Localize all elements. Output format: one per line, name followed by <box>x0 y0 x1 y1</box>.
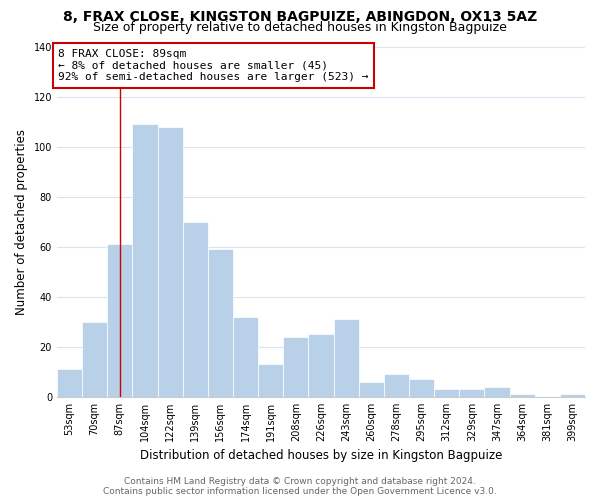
Bar <box>359 382 384 397</box>
Bar <box>560 394 585 397</box>
Bar <box>82 322 107 397</box>
Bar <box>409 380 434 397</box>
Y-axis label: Number of detached properties: Number of detached properties <box>15 128 28 314</box>
Bar <box>334 320 359 397</box>
Text: 8, FRAX CLOSE, KINGSTON BAGPUIZE, ABINGDON, OX13 5AZ: 8, FRAX CLOSE, KINGSTON BAGPUIZE, ABINGD… <box>63 10 537 24</box>
Bar <box>308 334 334 397</box>
Bar <box>384 374 409 397</box>
Bar <box>283 337 308 397</box>
Bar <box>459 390 484 397</box>
Bar <box>158 126 182 397</box>
Bar <box>434 390 459 397</box>
Bar <box>208 249 233 397</box>
Bar <box>258 364 283 397</box>
Bar <box>182 222 208 397</box>
Bar <box>509 394 535 397</box>
Bar <box>57 370 82 397</box>
Bar <box>107 244 133 397</box>
Text: Size of property relative to detached houses in Kingston Bagpuize: Size of property relative to detached ho… <box>93 22 507 35</box>
X-axis label: Distribution of detached houses by size in Kingston Bagpuize: Distribution of detached houses by size … <box>140 450 502 462</box>
Bar <box>484 387 509 397</box>
Bar <box>133 124 158 397</box>
Text: 8 FRAX CLOSE: 89sqm
← 8% of detached houses are smaller (45)
92% of semi-detache: 8 FRAX CLOSE: 89sqm ← 8% of detached hou… <box>58 49 368 82</box>
Text: Contains HM Land Registry data © Crown copyright and database right 2024.
Contai: Contains HM Land Registry data © Crown c… <box>103 476 497 496</box>
Bar <box>233 317 258 397</box>
